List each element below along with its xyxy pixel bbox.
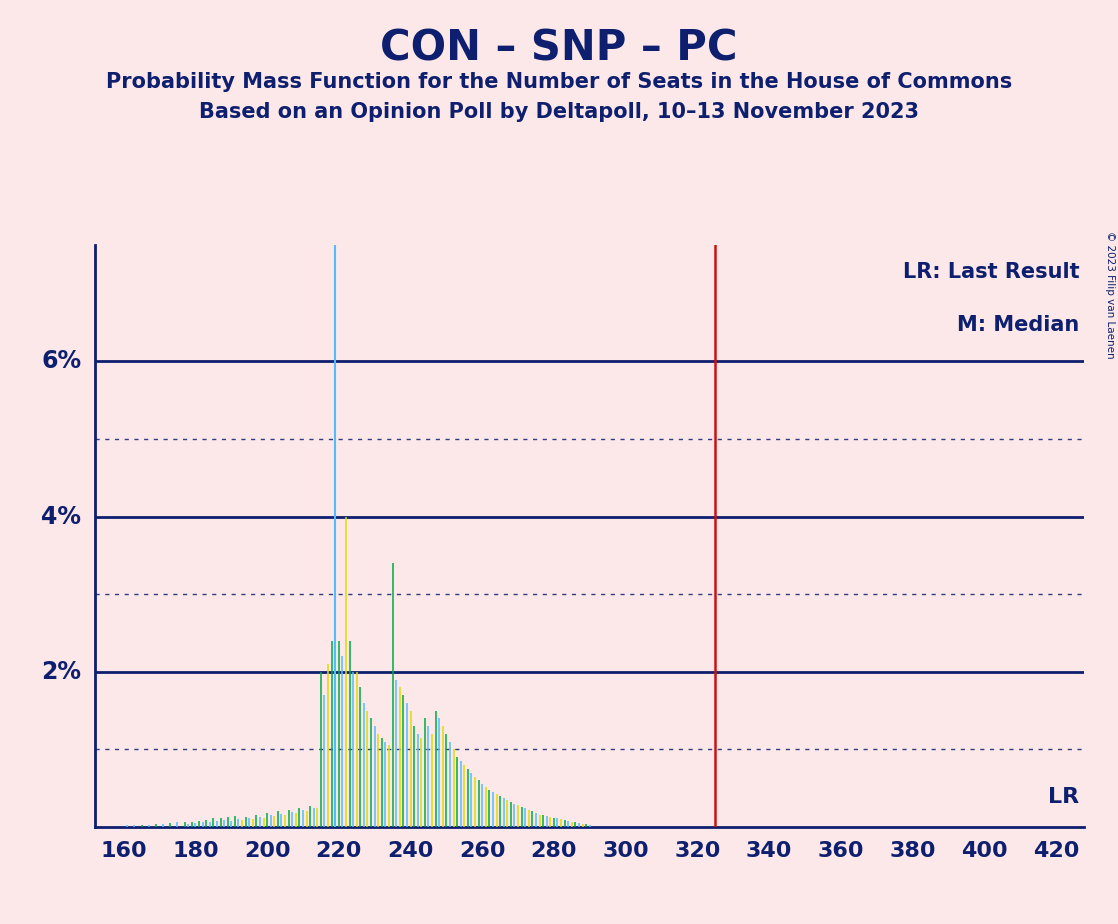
Text: CON – SNP – PC: CON – SNP – PC <box>380 28 738 69</box>
Text: M: Median: M: Median <box>957 315 1080 334</box>
Text: © 2023 Filip van Laenen: © 2023 Filip van Laenen <box>1105 231 1115 359</box>
Text: LR: LR <box>1049 786 1080 807</box>
Text: 6%: 6% <box>41 349 82 373</box>
Text: 4%: 4% <box>41 505 82 529</box>
Text: Based on an Opinion Poll by Deltapoll, 10–13 November 2023: Based on an Opinion Poll by Deltapoll, 1… <box>199 102 919 122</box>
Text: 2%: 2% <box>41 660 82 684</box>
Text: LR: Last Result: LR: Last Result <box>903 262 1080 283</box>
Text: Probability Mass Function for the Number of Seats in the House of Commons: Probability Mass Function for the Number… <box>106 72 1012 92</box>
